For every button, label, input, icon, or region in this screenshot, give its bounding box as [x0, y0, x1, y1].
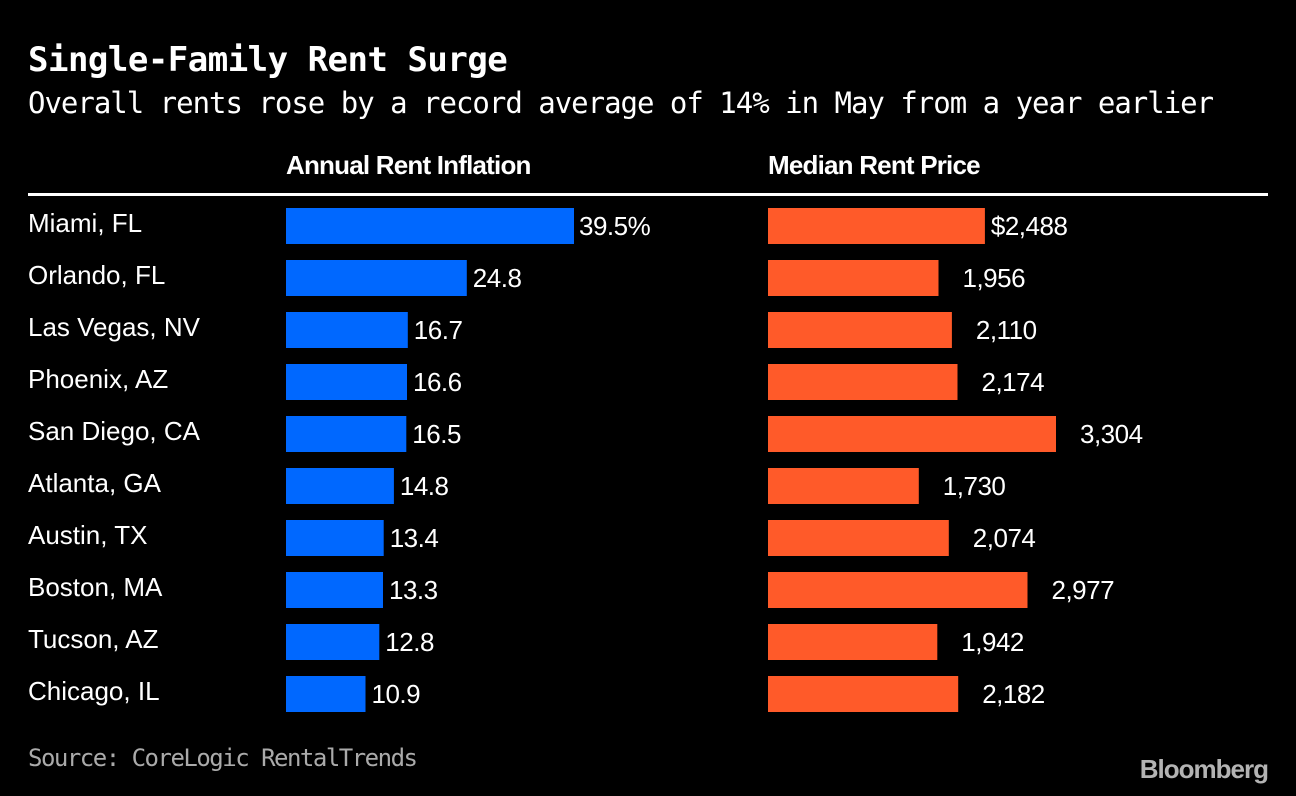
price-value-label: 2,977	[1052, 575, 1115, 605]
inflation-bar	[286, 468, 394, 504]
bloomberg-logo: Bloomberg	[1139, 754, 1269, 784]
price-bar	[768, 624, 938, 660]
price-bar	[768, 468, 919, 504]
inflation-bar	[286, 624, 380, 660]
price-value-label: $2,488	[991, 211, 1068, 241]
price-bar	[768, 676, 959, 712]
inflation-value-label: 16.7	[414, 315, 463, 345]
category-label: Chicago, IL	[28, 676, 160, 706]
inflation-bar	[286, 312, 408, 348]
price-bar	[768, 572, 1028, 608]
inflation-value-label: 10.9	[372, 679, 421, 709]
inflation-column-header: Annual Rent Inflation	[286, 150, 531, 180]
inflation-bar	[286, 520, 384, 556]
inflation-value-label: 24.8	[473, 263, 522, 293]
price-value-label: 1,956	[963, 263, 1026, 293]
price-value-label: 1,730	[943, 471, 1006, 501]
category-label: Boston, MA	[28, 572, 163, 602]
price-bar	[768, 260, 939, 296]
inflation-bar	[286, 208, 574, 244]
price-bar	[768, 520, 949, 556]
category-label: Austin, TX	[28, 520, 147, 550]
inflation-value-label: 13.4	[390, 523, 439, 553]
inflation-value-label: 13.3	[389, 575, 438, 605]
inflation-bar	[286, 260, 467, 296]
price-column-header: Median Rent Price	[768, 150, 981, 180]
category-label: San Diego, CA	[28, 416, 201, 446]
price-bar	[768, 364, 958, 400]
inflation-value-label: 12.8	[385, 627, 434, 657]
inflation-bar	[286, 676, 366, 712]
price-value-label: 1,942	[961, 627, 1024, 657]
inflation-value-label: 16.6	[413, 367, 462, 397]
category-label: Orlando, FL	[28, 260, 165, 290]
chart-subtitle: Overall rents rose by a record average o…	[28, 86, 1214, 120]
inflation-bar	[286, 364, 407, 400]
inflation-value-label: 14.8	[400, 471, 449, 501]
category-label: Atlanta, GA	[28, 468, 162, 498]
inflation-bar	[286, 572, 383, 608]
price-bar	[768, 416, 1056, 452]
category-label: Phoenix, AZ	[28, 364, 168, 394]
price-bar	[768, 208, 985, 244]
inflation-value-label: 16.5	[412, 419, 461, 449]
inflation-bar	[286, 416, 407, 452]
price-bar	[768, 312, 952, 348]
source-note: Source: CoreLogic RentalTrends	[28, 744, 418, 772]
category-label: Tucson, AZ	[28, 624, 159, 654]
chart-title: Single-Family Rent Surge	[28, 40, 508, 80]
price-value-label: 2,110	[976, 315, 1037, 345]
price-value-label: 2,182	[982, 679, 1045, 709]
category-label: Las Vegas, NV	[28, 312, 201, 342]
inflation-value-label: 39.5%	[579, 211, 651, 241]
price-value-label: 3,304	[1080, 419, 1143, 449]
price-value-label: 2,074	[973, 523, 1036, 553]
category-label: Miami, FL	[28, 208, 142, 238]
price-value-label: 2,174	[982, 367, 1045, 397]
header-rule	[28, 193, 1268, 196]
